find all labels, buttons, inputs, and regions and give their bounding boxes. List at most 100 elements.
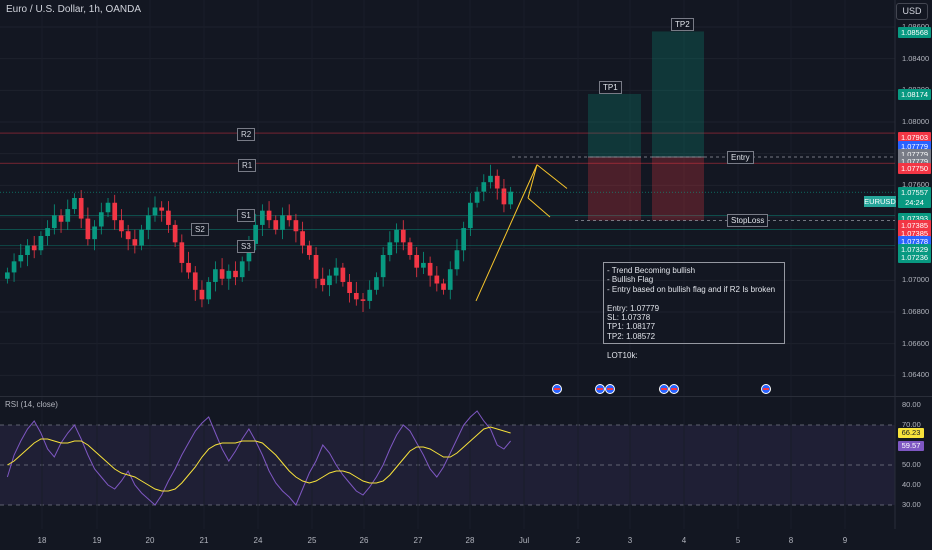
rsi-value-tag: 66.23 [898, 427, 924, 438]
main-chart-pane[interactable]: Euro / U.S. Dollar, 1h, OANDA USD - Tren… [0, 0, 932, 396]
tp2-label[interactable]: TP2 [671, 18, 694, 32]
level-label-s3[interactable]: S3 [237, 239, 255, 253]
candle-body [98, 212, 104, 227]
candle-body [353, 293, 359, 300]
tp2-position-loss-zone [652, 156, 704, 221]
rsi-tick-label: 30.00 [902, 500, 921, 509]
time-tick-label: 19 [92, 536, 102, 545]
candle-body [179, 242, 185, 263]
candle-body [206, 281, 212, 300]
flag-upper-line [536, 164, 568, 189]
stoploss-label[interactable]: StopLoss [727, 214, 769, 228]
candle-body [427, 262, 433, 276]
level-label-r2[interactable]: R2 [237, 128, 256, 142]
candle-body [226, 270, 232, 279]
candle-body [253, 224, 258, 244]
level-label-s1[interactable]: S1 [237, 209, 255, 223]
price-tag: 1.08568 [898, 26, 931, 38]
price-tick-label: 1.07000 [902, 275, 930, 285]
rsi-pane[interactable]: RSI (14, close) 80.0070.0060.0050.0040.0… [0, 396, 932, 529]
candle-body [213, 269, 218, 282]
economic-event-icon[interactable] [605, 384, 615, 394]
price-tag: 1.07385 [898, 228, 931, 240]
candle-body [374, 277, 379, 290]
candle-body [313, 255, 319, 279]
economic-event-icon[interactable] [659, 384, 669, 394]
candle-body [11, 261, 17, 273]
candle-body [293, 220, 299, 232]
symbol-title[interactable]: Euro / U.S. Dollar, 1h, OANDA [6, 4, 142, 15]
time-tick-label: 24 [253, 536, 263, 545]
economic-event-icon[interactable] [595, 384, 605, 394]
flag-lower-line [527, 197, 551, 218]
price-tag: 1.07779 [898, 141, 931, 153]
price-tick-label: 1.08600 [902, 22, 929, 31]
entry-label[interactable]: Entry [727, 150, 754, 164]
candle-body [65, 209, 71, 222]
candle-body [367, 289, 373, 301]
candle-body [159, 207, 165, 211]
price-tag: 1.07779 [898, 148, 931, 160]
candle-body [145, 215, 151, 230]
candle-body [320, 278, 326, 286]
candle-body [192, 272, 198, 290]
time-tick-label: 2 [575, 536, 581, 545]
candle-body [139, 229, 144, 246]
candle-body [286, 215, 292, 221]
candle-body [45, 228, 50, 236]
candle-body [260, 210, 265, 225]
candle-body [414, 255, 420, 268]
symbol-price-tag: EURUSD [864, 196, 896, 207]
price-tag: 1.07393 [898, 213, 931, 225]
candle-body [468, 202, 473, 229]
candle-body [300, 231, 305, 246]
rsi-tick-label: 70.00 [902, 420, 921, 429]
candle-body [421, 262, 426, 268]
candle-body [327, 275, 332, 286]
candle-body [38, 236, 44, 251]
rsi-title[interactable]: RSI (14, close) [5, 400, 58, 409]
current-price-tag: 1.07557 [898, 186, 931, 198]
time-tick-label: 28 [465, 536, 475, 545]
candle-body [306, 245, 312, 255]
candle-body [219, 269, 225, 279]
price-tag: 1.07236 [898, 251, 931, 263]
candle-body [246, 243, 252, 262]
candle-body [454, 250, 460, 270]
candle-body [347, 281, 352, 293]
candle-body [434, 275, 440, 284]
candle-body [380, 255, 386, 278]
trade-note[interactable]: - Trend Becoming bullish - Bullish Flag … [603, 262, 785, 360]
candle-body [441, 283, 446, 290]
flag-pole-line [527, 164, 538, 199]
candle-body [92, 226, 97, 240]
rsi-ma-line [7, 426, 511, 492]
time-tick-label: 3 [627, 536, 633, 545]
currency-button[interactable]: USD [896, 3, 928, 20]
economic-event-icon[interactable] [669, 384, 679, 394]
time-tick-label: 21 [199, 536, 209, 545]
candle-body [474, 191, 480, 203]
price-chart[interactable] [0, 0, 932, 396]
time-axis[interactable]: 18 19 20 21 24 25 26 27 28 Jul 2 3 4 5 8 9 [0, 528, 932, 550]
tp1-label[interactable]: TP1 [599, 80, 622, 94]
tp2-position-profit-zone [652, 31, 704, 157]
economic-event-icon[interactable] [761, 384, 771, 394]
level-label-s2[interactable]: S2 [191, 222, 209, 236]
candle-body [58, 215, 64, 222]
rsi-chart[interactable] [0, 397, 932, 529]
candle-body [125, 231, 131, 240]
candle-body [360, 299, 366, 301]
candle-body [273, 220, 279, 230]
price-tag: 1.08174 [898, 88, 931, 100]
rsi-tick-label: 80.00 [902, 400, 921, 409]
candle-body [5, 272, 10, 279]
candle-body [461, 228, 467, 251]
level-label-r1[interactable]: R1 [238, 159, 257, 173]
candle-body [78, 198, 84, 219]
time-tick-label: Jul [518, 536, 530, 545]
candle-body [494, 175, 500, 189]
time-tick-label: 18 [37, 536, 47, 545]
candle-body [266, 210, 272, 221]
economic-event-icon[interactable] [552, 384, 562, 394]
